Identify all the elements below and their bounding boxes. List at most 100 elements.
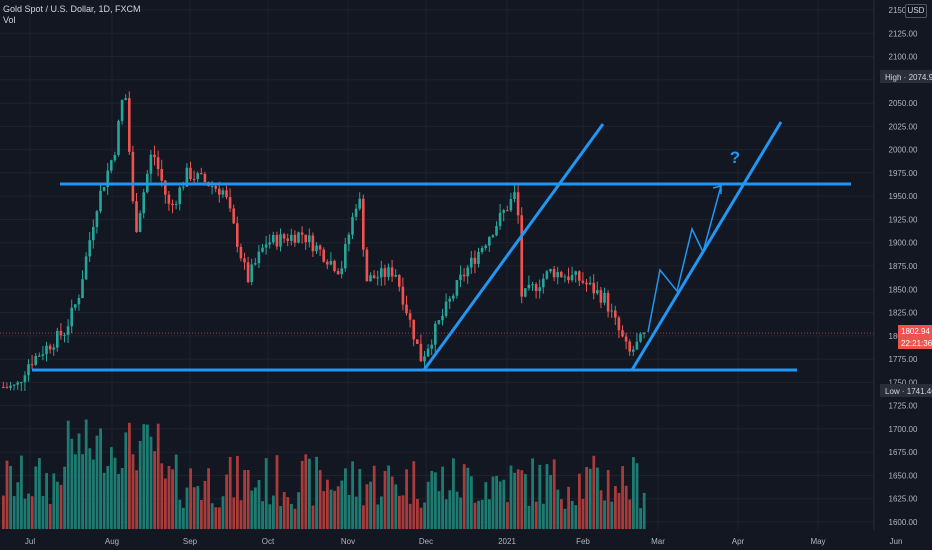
volume-bar bbox=[430, 470, 434, 529]
candle-body bbox=[416, 339, 419, 344]
currency-badge[interactable]: USD bbox=[905, 4, 927, 18]
candle-body bbox=[437, 320, 441, 324]
volume-bar bbox=[444, 499, 448, 529]
candle-body bbox=[56, 330, 59, 348]
volume-bar bbox=[621, 466, 624, 529]
candle-body bbox=[556, 271, 559, 278]
volume-bar bbox=[466, 467, 470, 529]
candle-body bbox=[628, 341, 631, 352]
volume-bar bbox=[66, 420, 70, 529]
candle-body bbox=[538, 287, 541, 292]
candle-body bbox=[124, 98, 127, 101]
volume-bar bbox=[207, 468, 210, 529]
volume-bar bbox=[196, 486, 200, 529]
volume-bar bbox=[218, 507, 221, 529]
candle-body bbox=[261, 247, 264, 252]
candle-body bbox=[369, 275, 372, 282]
candle-body bbox=[106, 170, 109, 188]
volume-bar bbox=[322, 491, 326, 529]
time-tick-label: Jul bbox=[25, 537, 35, 546]
volume-bar bbox=[628, 499, 632, 529]
candle-body bbox=[524, 288, 527, 297]
candle-body bbox=[506, 210, 509, 212]
price-tick-label: 2100.00 bbox=[889, 53, 918, 62]
volume-bar bbox=[477, 500, 480, 529]
candle-body bbox=[322, 249, 325, 262]
volume-bar bbox=[340, 480, 344, 529]
candle-body bbox=[153, 154, 156, 158]
volume-bar bbox=[106, 465, 110, 529]
volume-bar bbox=[606, 470, 610, 529]
candle-body bbox=[315, 245, 318, 252]
price-axis[interactable]: 2150.002125.002100.002075.002050.002025.… bbox=[889, 6, 918, 527]
volume-bar bbox=[268, 504, 272, 529]
volume-bar bbox=[174, 454, 178, 529]
price-tick-label: 1625.00 bbox=[889, 495, 918, 504]
candle-body bbox=[142, 192, 145, 214]
candle-body bbox=[23, 375, 27, 383]
volume-bar bbox=[12, 496, 16, 529]
candle-body bbox=[408, 313, 412, 320]
time-tick-label: Feb bbox=[576, 537, 590, 546]
candle-body bbox=[480, 247, 484, 252]
candle-body bbox=[221, 190, 225, 195]
volume-bar bbox=[387, 465, 390, 529]
candle-body bbox=[243, 258, 246, 263]
volume-bar bbox=[41, 496, 45, 529]
time-tick-label: Oct bbox=[262, 537, 275, 546]
candle-body bbox=[52, 347, 55, 350]
candle-body bbox=[120, 100, 124, 121]
volume-bar bbox=[297, 492, 300, 529]
candle-body bbox=[513, 192, 516, 199]
candle-body bbox=[203, 173, 207, 182]
symbol-title: Gold Spot / U.S. Dollar, 1D, FXCM bbox=[3, 4, 141, 14]
volume-bar bbox=[300, 460, 304, 529]
candle-body bbox=[531, 284, 534, 286]
price-tick-label: 2025.00 bbox=[889, 122, 918, 131]
candle-body bbox=[383, 268, 387, 277]
trendline-drawings[interactable] bbox=[32, 121, 851, 372]
volume-bar bbox=[164, 478, 167, 529]
price-tick-label: 1775.00 bbox=[889, 355, 918, 364]
candle-body bbox=[380, 268, 383, 278]
volume-bar bbox=[203, 480, 207, 529]
volume-bar bbox=[308, 458, 311, 529]
volume-bar bbox=[398, 495, 401, 529]
candle-body bbox=[182, 186, 185, 188]
candle-body bbox=[326, 261, 329, 265]
candle-body bbox=[95, 211, 99, 228]
candle-body bbox=[171, 203, 174, 206]
candle-body bbox=[462, 274, 466, 277]
candle-body bbox=[257, 251, 261, 264]
candle-body bbox=[473, 257, 477, 264]
volume-bar bbox=[495, 475, 498, 529]
volume-bar bbox=[581, 498, 585, 529]
volume-bar bbox=[56, 481, 59, 529]
candle-body bbox=[542, 278, 545, 288]
volume-bar bbox=[556, 489, 560, 529]
volume-bar bbox=[214, 507, 218, 529]
volume-bar bbox=[448, 490, 452, 529]
volume-bar bbox=[336, 486, 340, 529]
candle-body bbox=[41, 354, 45, 356]
candle-body bbox=[232, 208, 235, 224]
candle-body bbox=[228, 197, 232, 209]
price-tick-label: 1725.00 bbox=[889, 402, 918, 411]
candle-body bbox=[239, 246, 243, 259]
volume-bar bbox=[423, 502, 426, 529]
candle-body bbox=[419, 343, 423, 362]
candle-body bbox=[304, 234, 307, 243]
price-tick-label: 1900.00 bbox=[889, 239, 918, 248]
candle-body bbox=[365, 249, 369, 282]
volume-bar bbox=[527, 505, 531, 529]
volume-bar bbox=[513, 472, 516, 529]
time-tick-label: Mar bbox=[651, 537, 665, 546]
volume-bar bbox=[146, 424, 149, 529]
time-axis[interactable]: Jul Aug Sep Oct Nov Dec 2021 Feb Mar Apr May Jun bbox=[25, 537, 903, 546]
volume-bar bbox=[102, 472, 106, 529]
volume-bar bbox=[236, 455, 239, 529]
candle-body bbox=[578, 271, 581, 281]
volume-bar bbox=[178, 499, 182, 529]
volume-bar bbox=[434, 472, 437, 529]
